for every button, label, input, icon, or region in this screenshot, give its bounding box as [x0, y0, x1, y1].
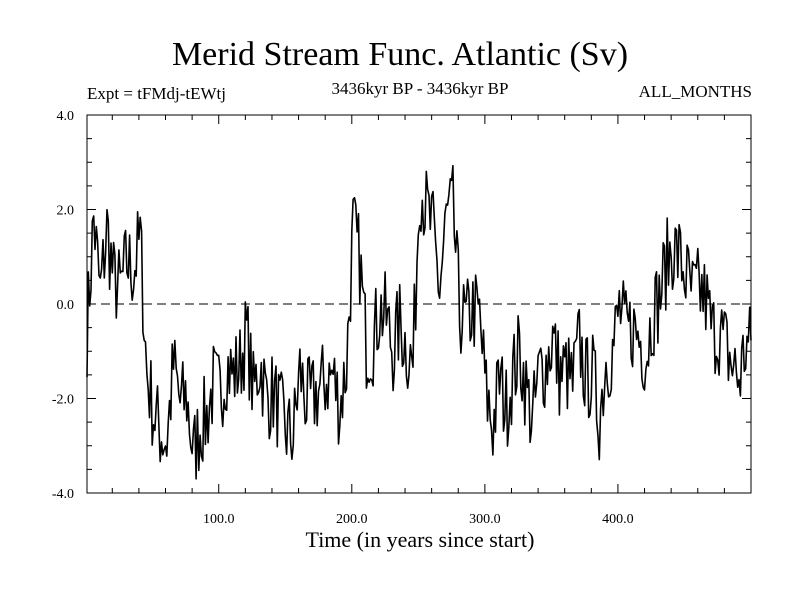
period-label: 3436kyr BP - 3436kyr BP [331, 79, 509, 98]
x-tick-label: 400.0 [602, 512, 634, 527]
y-tick-label: 4.0 [57, 109, 75, 124]
x-tick-label: 300.0 [469, 512, 501, 527]
x-axis-label: Time (in years since start) [305, 527, 535, 552]
y-tick-label: -2.0 [52, 393, 74, 408]
tick-marks [87, 114, 751, 494]
season-label: ALL_MONTHS [638, 82, 752, 101]
y-tick-label: 2.0 [57, 204, 75, 219]
series-line [86, 164, 752, 480]
chart-title: Merid Stream Func. Atlantic (Sv) [171, 36, 629, 73]
y-tick-label: -4.0 [52, 487, 74, 502]
experiment-label: Expt = tFMdj-tEWtj [87, 84, 226, 103]
tick-labels: 100.0 200.0 300.0 400.0 -4.0 -2.0 0.0 2.0 4.0 [52, 109, 634, 527]
x-tick-label: 100.0 [203, 512, 235, 527]
x-tick-label: 200.0 [336, 512, 368, 527]
y-tick-label: 0.0 [57, 298, 75, 313]
